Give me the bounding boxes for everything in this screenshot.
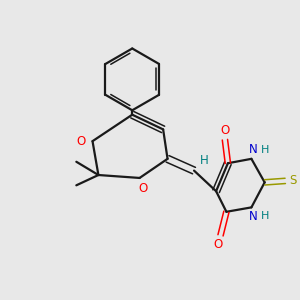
Text: O: O bbox=[213, 238, 222, 251]
Text: S: S bbox=[289, 174, 296, 188]
Text: N: N bbox=[248, 210, 257, 223]
Text: N: N bbox=[248, 143, 257, 157]
Text: H: H bbox=[200, 154, 209, 167]
Text: O: O bbox=[76, 135, 86, 148]
Text: H: H bbox=[260, 211, 269, 221]
Text: H: H bbox=[260, 145, 269, 155]
Text: O: O bbox=[220, 124, 230, 137]
Text: O: O bbox=[138, 182, 147, 195]
